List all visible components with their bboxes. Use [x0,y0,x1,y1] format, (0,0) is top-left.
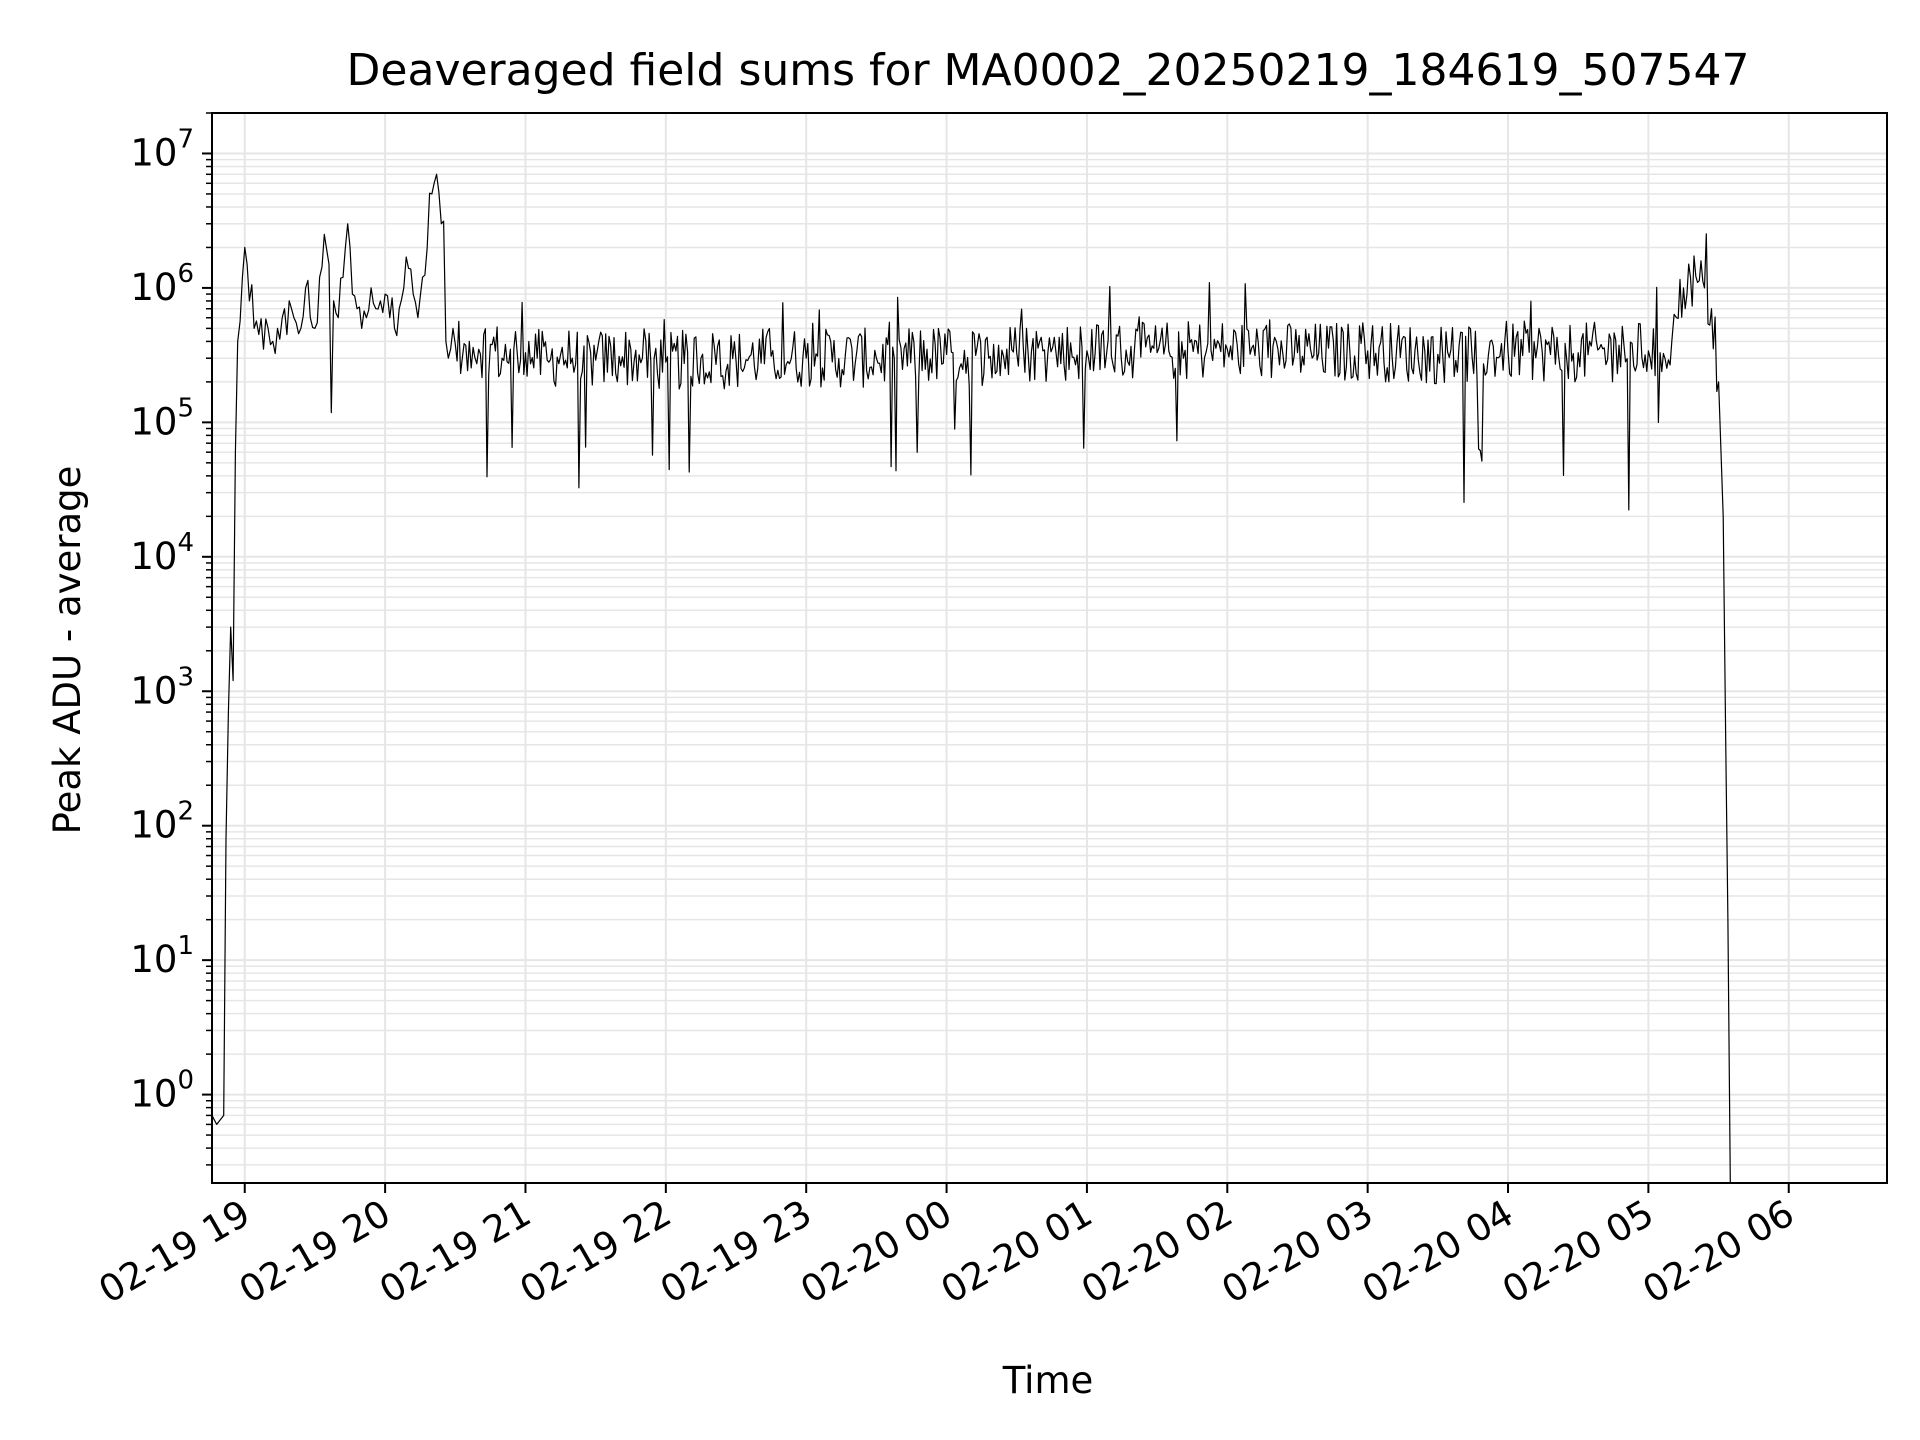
series-line [211,173,1731,1184]
y-tick-label: 107 [130,124,194,174]
chart-title: Deaveraged field sums for MA0002_2025021… [347,45,1750,96]
y-tick-label: 104 [130,528,194,578]
y-axis-label: Peak ADU - average [46,466,89,835]
y-tick-label: 102 [130,797,194,847]
x-axis-label: Time [1002,1359,1094,1402]
grid-layer [212,112,1887,1183]
y-tick-label: 100 [130,1066,194,1116]
series-layer [211,173,1731,1184]
y-tick-label: 101 [130,931,194,981]
y-tick-label: 105 [130,393,194,443]
plot-area-frame [211,112,1888,1184]
y-tick-label: 103 [130,662,194,712]
y-tick-label: 106 [130,259,194,309]
